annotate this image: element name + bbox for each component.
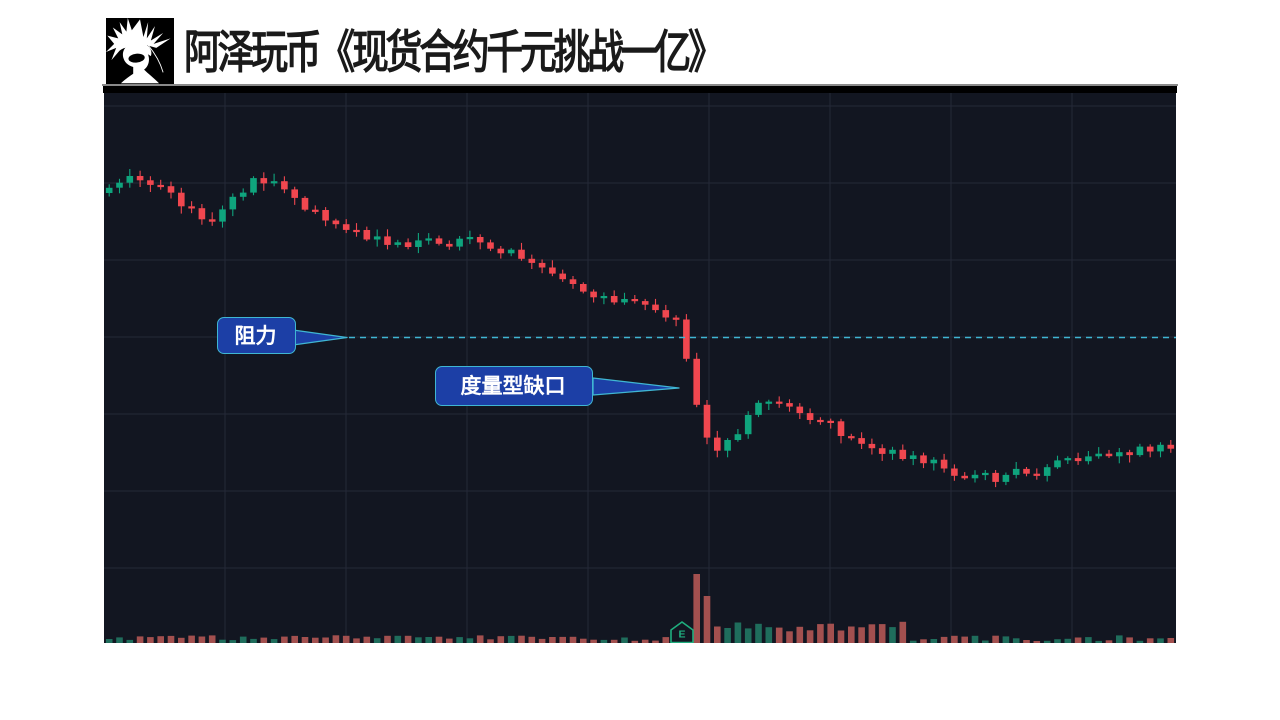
- svg-text:E: E: [678, 629, 685, 641]
